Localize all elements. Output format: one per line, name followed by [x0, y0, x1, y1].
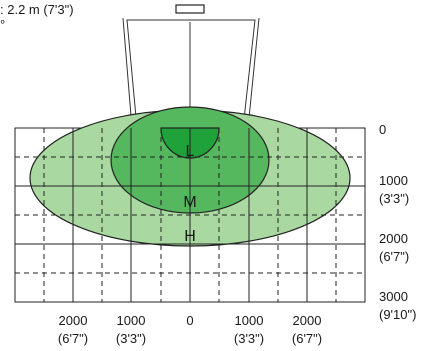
y-tick-label: 1000 — [379, 173, 408, 188]
y-tick-label: 2000 — [379, 231, 408, 246]
x-tick-label: 0 — [186, 313, 193, 328]
zone-mid-label: M — [183, 194, 196, 211]
y-tick-sub: (9'10") — [379, 307, 416, 322]
x-tick-sub: (3'3") — [116, 331, 146, 346]
x-tick-label: 2000 — [59, 313, 88, 328]
zone-low-label: L — [186, 143, 195, 160]
y-axis-labels: 0 1000 (3'3") 2000 (6'7") 3000 (9'10") — [379, 122, 416, 322]
x-tick-label: 1000 — [117, 313, 146, 328]
x-axis-labels: 2000 (6'7") 1000 (3'3") 0 1000 (3'3") 20… — [58, 313, 322, 346]
x-tick-sub: (6'7") — [58, 331, 88, 346]
x-tick-label: 2000 — [293, 313, 322, 328]
degree-mark: ° — [0, 17, 5, 32]
x-tick-label: 1000 — [235, 313, 264, 328]
grid-lines — [15, 128, 365, 302]
mounting-height-label: : 2.2 m (7'3") — [0, 2, 74, 17]
y-tick-sub: (3'3") — [379, 191, 409, 206]
y-tick-label: 0 — [379, 122, 386, 137]
y-tick-sub: (6'7") — [379, 249, 409, 264]
x-tick-sub: (6'7") — [292, 331, 322, 346]
y-tick-label: 3000 — [379, 289, 408, 304]
fixture-icon — [175, 4, 205, 14]
x-tick-sub: (3'3") — [234, 331, 264, 346]
zone-high-label: H — [184, 228, 196, 245]
